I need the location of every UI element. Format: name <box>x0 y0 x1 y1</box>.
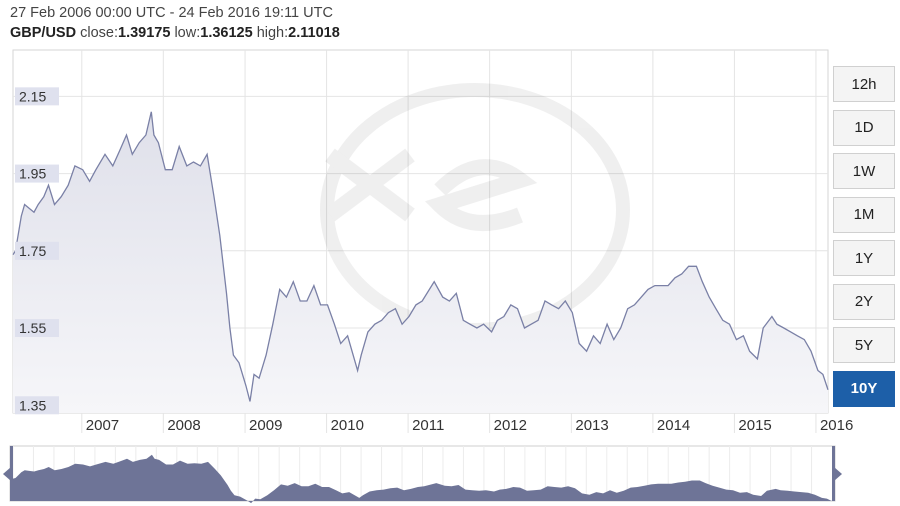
range-button-2y[interactable]: 2Y <box>833 283 895 320</box>
y-tick-label: 1.35 <box>19 397 46 413</box>
x-tick-label: 2014 <box>657 417 690 434</box>
x-tick-label: 2011 <box>412 417 444 434</box>
navigator-right-handle[interactable] <box>832 446 835 501</box>
range-button-1y[interactable]: 1Y <box>833 240 895 276</box>
navigator-series <box>13 454 832 504</box>
y-tick-label: 1.75 <box>19 243 46 259</box>
y-tick-label-bg <box>15 164 59 183</box>
y-tick-label-bg <box>15 319 59 338</box>
x-tick-label: 2015 <box>738 417 771 434</box>
navigator-right-arrow[interactable] <box>834 467 842 481</box>
range-button-5y[interactable]: 5Y <box>833 327 895 363</box>
high-value: 2.11018 <box>288 25 340 41</box>
y-tick-label: 1.95 <box>19 166 46 182</box>
x-tick-label: 2007 <box>86 417 119 434</box>
low-label: low: <box>174 25 201 41</box>
x-tick-label: 2008 <box>167 417 200 434</box>
currency-pair-label: GBP/USD <box>10 25 77 41</box>
y-tick-label: 2.15 <box>19 88 46 104</box>
range-button-1d[interactable]: 1D <box>833 109 895 146</box>
close-label: close: <box>80 25 118 41</box>
y-tick-label-bg <box>15 396 59 415</box>
x-tick-label: 2016 <box>820 417 853 434</box>
y-tick-label-bg <box>15 241 59 260</box>
navigator-left-arrow[interactable] <box>3 467 11 481</box>
y-tick-label: 1.55 <box>19 320 46 336</box>
x-tick-label: 2012 <box>494 417 527 434</box>
range-button-12h[interactable]: 12h <box>833 66 895 102</box>
y-tick-label-bg <box>15 87 59 106</box>
high-label: high: <box>256 25 289 41</box>
price-area-fill <box>13 111 828 414</box>
price-line <box>12 111 829 402</box>
range-button-10y[interactable]: 10Y <box>833 370 895 407</box>
quote-summary: GBP/USD close:1.39175 low:1.36125 high:2… <box>10 25 340 41</box>
x-tick-label: 2009 <box>249 417 282 434</box>
x-tick-label: 2013 <box>575 417 608 434</box>
navigator-left-handle[interactable] <box>10 446 13 501</box>
date-range-label: 27 Feb 2006 00:00 UTC - 24 Feb 2016 19:1… <box>10 5 333 21</box>
range-button-1w[interactable]: 1W <box>833 153 895 189</box>
close-value: 1.39175 <box>118 25 171 41</box>
x-tick-label: 2010 <box>331 417 364 434</box>
range-button-1m[interactable]: 1M <box>833 196 895 233</box>
low-value: 1.36125 <box>200 25 253 41</box>
